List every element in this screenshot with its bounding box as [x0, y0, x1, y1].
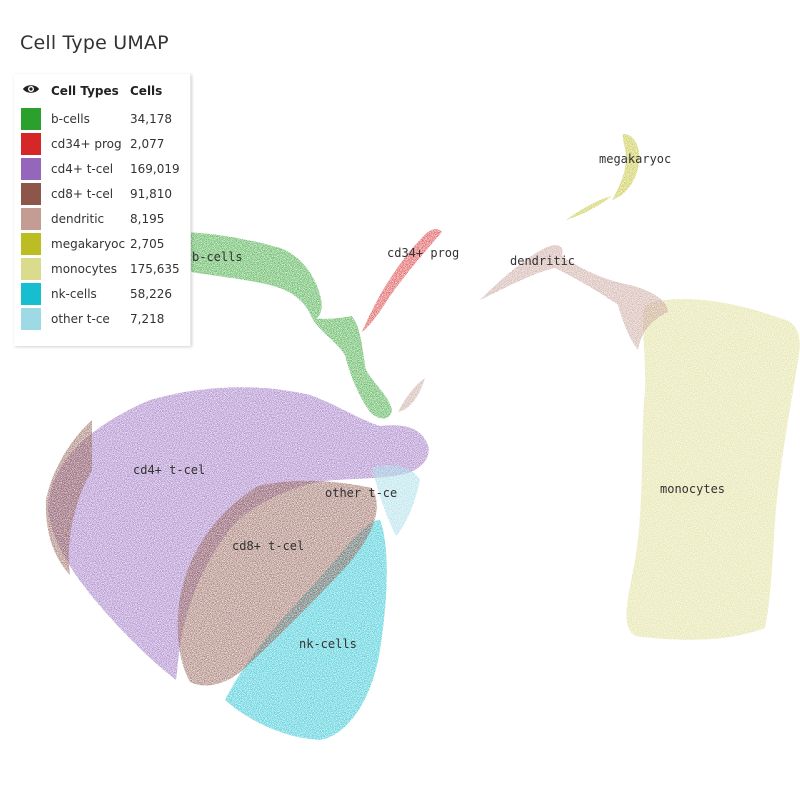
- cluster-monocytes: [626, 299, 800, 640]
- legend-panel: Cell Types Cells b-cells 34,178 cd34+ pr…: [14, 74, 191, 346]
- legend-header-cell-types: Cell Types: [51, 84, 119, 98]
- legend-count: 2,705: [130, 237, 165, 251]
- cluster-shape-megakaryoc-tail: [566, 196, 612, 220]
- legend-count: 169,019: [130, 162, 180, 176]
- legend-swatch: [21, 108, 41, 130]
- cluster-shape-other-t-ce: [372, 465, 420, 536]
- cluster-label-monocytes: monocytes: [660, 482, 725, 496]
- legend-label: monocytes: [51, 262, 118, 276]
- cluster-label-cd8-t-cel: cd8+ t-cel: [232, 539, 304, 553]
- cluster-shape-cd8-t-cel: [177, 480, 377, 686]
- legend-label: megakaryoc: [51, 237, 126, 251]
- cluster-nk-cells: [225, 520, 387, 740]
- legend-header: Cell Types Cells: [14, 74, 190, 106]
- legend-label: cd34+ prog: [51, 137, 122, 151]
- legend-swatch: [21, 283, 41, 305]
- legend-swatch: [21, 258, 41, 280]
- legend-row-cd8-t-cel[interactable]: cd8+ t-cel 91,810: [14, 182, 190, 207]
- legend-count: 34,178: [130, 112, 172, 126]
- legend-count: 8,195: [130, 212, 165, 226]
- page-title: Cell Type UMAP: [20, 32, 169, 54]
- legend-count: 2,077: [130, 137, 165, 151]
- cluster-label-nk-cells: nk-cells: [299, 637, 357, 651]
- cluster-shape-dendritic-b: [398, 378, 425, 412]
- legend-label: cd8+ t-cel: [51, 187, 114, 201]
- cluster-shape-nk-cells: [225, 520, 387, 740]
- legend-count: 58,226: [130, 287, 172, 301]
- legend-count: 175,635: [130, 262, 180, 276]
- cluster-other-t-ce: [372, 465, 420, 536]
- eye-icon[interactable]: [22, 83, 40, 95]
- cluster-shape-megakaryoc: [612, 134, 640, 200]
- cluster-megakaryoc: [566, 134, 640, 220]
- legend-label: cd4+ t-cel: [51, 162, 114, 176]
- legend-swatch: [21, 183, 41, 205]
- legend-label: b-cells: [51, 112, 90, 126]
- cluster-shape-cd8-t-cel-rim: [45, 420, 92, 575]
- legend-swatch: [21, 233, 41, 255]
- cluster-label-other-t-ce: other t-ce: [325, 486, 397, 500]
- cluster-label-dendritic: dendritic: [510, 254, 575, 268]
- legend-row-monocytes[interactable]: monocytes 175,635: [14, 257, 190, 282]
- cluster-label-cd4-t-cel: cd4+ t-cel: [133, 463, 205, 477]
- cluster-label-b-cells: b-cells: [192, 250, 243, 264]
- legend-row-other-t-ce[interactable]: other t-ce 7,218: [14, 307, 190, 332]
- legend-row-cd34-prog[interactable]: cd34+ prog 2,077: [14, 132, 190, 157]
- legend-row-megakaryoc[interactable]: megakaryoc 2,705: [14, 232, 190, 257]
- cluster-shape-b-cells: [159, 231, 322, 319]
- legend-label: nk-cells: [51, 287, 97, 301]
- cluster-labels: b-cells cd34+ prog cd4+ t-cel cd8+ t-cel…: [133, 152, 725, 651]
- cluster-dendritic: [398, 245, 668, 412]
- legend-swatch: [21, 158, 41, 180]
- legend-count: 91,810: [130, 187, 172, 201]
- legend-row-b-cells[interactable]: b-cells 34,178: [14, 107, 190, 132]
- legend-swatch: [21, 308, 41, 330]
- cluster-cd8-t-cel: [45, 420, 377, 686]
- cluster-cd34-prog: [362, 229, 442, 332]
- legend-header-cells: Cells: [130, 84, 163, 98]
- cluster-cd4-t-cel: [48, 387, 429, 680]
- legend-rows: b-cells 34,178 cd34+ prog 2,077 cd4+ t-c…: [14, 107, 190, 332]
- cluster-shape-dendritic-a: [480, 245, 668, 350]
- legend-swatch: [21, 208, 41, 230]
- cluster-shape-b-cells-stream: [312, 316, 392, 419]
- legend-count: 7,218: [130, 312, 165, 326]
- cluster-shape-cd4-t-cel: [48, 387, 429, 680]
- cluster-b-cells: [159, 231, 392, 419]
- legend-label: other t-ce: [51, 312, 110, 326]
- legend-row-cd4-t-cel[interactable]: cd4+ t-cel 169,019: [14, 157, 190, 182]
- legend-row-nk-cells[interactable]: nk-cells 58,226: [14, 282, 190, 307]
- cluster-shape-monocytes: [626, 299, 800, 640]
- legend-label: dendritic: [51, 212, 105, 226]
- legend-swatch: [21, 133, 41, 155]
- cluster-label-megakaryoc: megakaryoc: [599, 152, 671, 166]
- cluster-shape-cd34-prog: [362, 229, 442, 332]
- cluster-label-cd34-prog: cd34+ prog: [387, 246, 459, 260]
- legend-row-dendritic[interactable]: dendritic 8,195: [14, 207, 190, 232]
